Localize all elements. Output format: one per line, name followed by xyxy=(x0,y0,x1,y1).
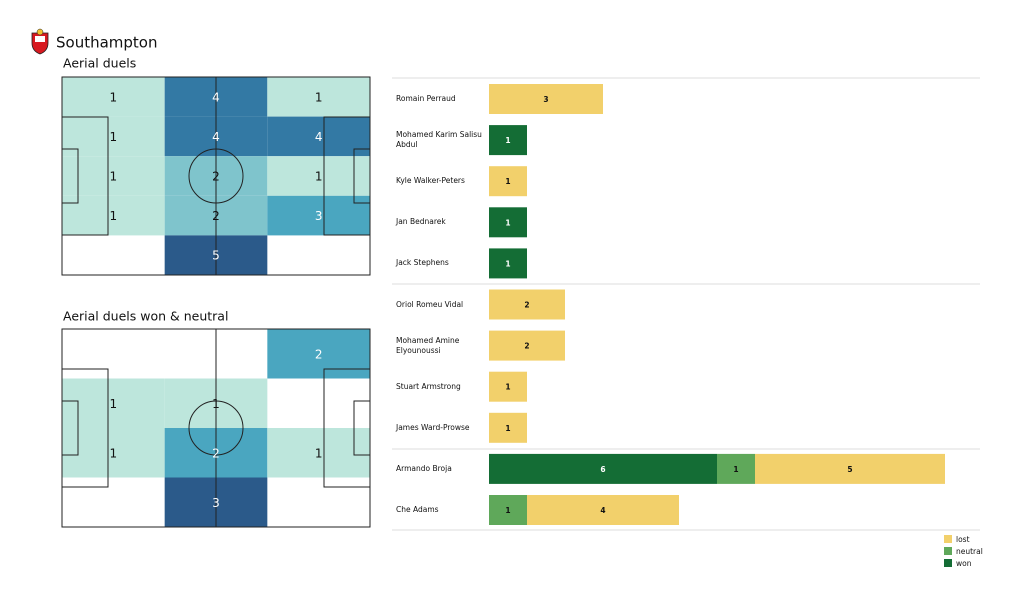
bar-segment xyxy=(755,453,945,484)
bar-label: 1 xyxy=(505,424,510,433)
pitch xyxy=(61,76,371,276)
cell-label: 5 xyxy=(212,249,220,263)
cell-label: 1 xyxy=(110,130,118,144)
cell-label: 2 xyxy=(212,209,220,223)
goal-area xyxy=(61,400,79,456)
heat-cell xyxy=(267,195,370,236)
bar-segment xyxy=(489,371,527,402)
category-label: Oriol Romeu Vidal xyxy=(396,299,464,309)
heat-cell xyxy=(267,156,370,196)
heat-cell xyxy=(62,116,165,157)
bar-segment xyxy=(527,495,679,525)
center-circle xyxy=(188,400,244,456)
cell-label: 1 xyxy=(315,170,323,184)
category-label: Che Adams xyxy=(396,505,439,514)
goal-area xyxy=(353,400,371,456)
goal-area xyxy=(61,148,79,204)
bar-segment xyxy=(717,453,755,484)
bar-segment xyxy=(489,495,527,525)
bar-segment xyxy=(489,125,527,156)
bar-segment xyxy=(489,166,527,197)
bar-label: 1 xyxy=(505,177,510,186)
bar-segment xyxy=(489,412,527,443)
category-label: Romain Perraud xyxy=(396,94,456,103)
category-label: Kyle Walker-Peters xyxy=(396,176,465,186)
heat-cell xyxy=(267,116,370,157)
bar-label: 1 xyxy=(505,506,510,515)
heat-cell xyxy=(267,77,370,117)
bar-label: 1 xyxy=(733,465,738,474)
bar-label: 1 xyxy=(505,218,510,227)
category-label: Armando Broja xyxy=(396,463,452,473)
cell-label: 1 xyxy=(110,446,118,460)
heatmap-title: Aerial duels won & neutral xyxy=(63,309,228,324)
cell-label: 3 xyxy=(315,209,323,223)
category-label: Jack Stephens xyxy=(396,258,449,268)
heat-cell xyxy=(267,329,370,379)
cell-label: 3 xyxy=(212,496,220,510)
legend-label: won xyxy=(956,559,972,568)
heat-cell xyxy=(62,156,165,196)
bar-label: 1 xyxy=(505,136,510,145)
legend-swatch xyxy=(944,535,952,543)
legend-swatch xyxy=(944,559,952,567)
pitch xyxy=(61,328,371,528)
bar-label: 5 xyxy=(847,465,852,474)
category-label: Stuart Armstrong xyxy=(396,381,461,391)
legend-label: lost xyxy=(956,535,970,544)
bar-segment xyxy=(489,248,527,279)
bar-label: 6 xyxy=(600,465,605,474)
cell-label: 1 xyxy=(110,90,118,104)
heat-cell xyxy=(62,378,165,428)
heat-cell xyxy=(62,77,165,117)
bar-label: 1 xyxy=(505,383,510,392)
bar-label: 4 xyxy=(600,506,605,515)
bar-segment xyxy=(489,453,717,484)
goal-area xyxy=(353,148,371,204)
cell-label: 1 xyxy=(110,170,118,184)
cell-label: 4 xyxy=(212,90,220,104)
category-label: Mohamed Amine Elyounoussi xyxy=(396,335,460,355)
cell-label: 2 xyxy=(315,347,323,361)
cell-label: 1 xyxy=(110,209,118,223)
heat-cell xyxy=(62,195,165,236)
cell-label: 1 xyxy=(212,397,220,411)
cell-label: 4 xyxy=(212,130,220,144)
bar-label: 2 xyxy=(524,342,529,351)
legend-swatch xyxy=(944,547,952,555)
cell-label: 1 xyxy=(315,90,323,104)
cell-label: 1 xyxy=(110,397,118,411)
bar-label: 3 xyxy=(543,95,548,104)
category-label: Mohamed Karim Salisu Abdul xyxy=(396,130,482,150)
heat-cell xyxy=(62,428,165,478)
bar-label: 1 xyxy=(505,259,510,268)
legend-label: neutral xyxy=(956,547,983,556)
crest xyxy=(31,28,49,55)
center-circle xyxy=(188,148,244,204)
category-label: Jan Bednarek xyxy=(396,217,446,227)
cell-label: 2 xyxy=(212,446,220,460)
cell-label: 1 xyxy=(315,446,323,460)
team-title: Southampton xyxy=(56,34,157,52)
heatmap-title: Aerial duels xyxy=(63,56,136,71)
category-label: James Ward-Prowse xyxy=(396,422,470,432)
bar-label: 2 xyxy=(524,301,529,310)
bar-segment xyxy=(489,330,565,361)
cell-label: 2 xyxy=(212,170,220,184)
row-separators xyxy=(392,77,980,531)
cell-label: 4 xyxy=(315,130,323,144)
bar-segment xyxy=(489,84,603,114)
bar-segment xyxy=(489,289,565,320)
heat-cell xyxy=(267,428,370,478)
bar-segment xyxy=(489,207,527,238)
